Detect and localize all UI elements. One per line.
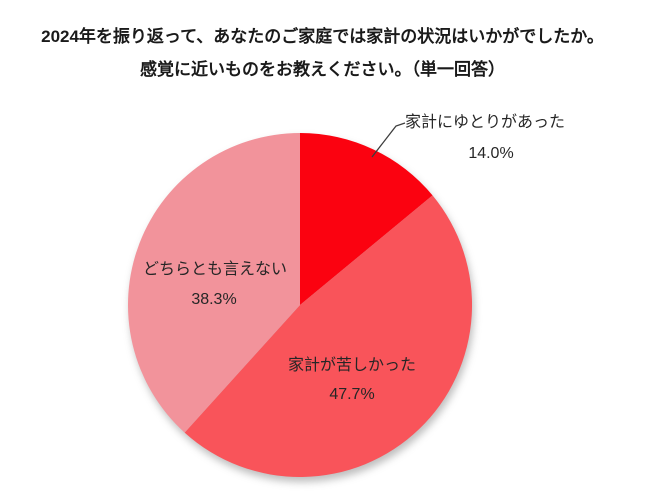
slice-pct-dochiratomo: 38.3%: [191, 291, 237, 308]
pie-slice-2: [127, 133, 301, 433]
pie-slice-0: [300, 133, 433, 305]
slice-pct-yutori: 14.0%: [468, 145, 514, 162]
slice-pct-kurushikatta: 47.7%: [329, 386, 375, 403]
pie-slice-1: [184, 195, 473, 478]
leader-line: [371, 122, 406, 158]
pie-slices: [127, 133, 473, 478]
chart-title: 2024年を振り返って、あなたのご家庭では家計の状況はいかがでしたか。 感覚に近…: [0, 20, 645, 86]
slice-label-yutori: 家計にゆとりがあった: [405, 114, 566, 131]
slice-label-dochiratomo: どちらとも言えない: [142, 261, 288, 278]
slice-label-kurushikatta: 家計が苦しかった: [287, 357, 417, 374]
chart-title-line1: 2024年を振り返って、あなたのご家庭では家計の状況はいかがでしたか。: [41, 27, 604, 46]
chart-title-line2: 感覚に近いものをお教えください。（単一回答）: [140, 60, 505, 79]
